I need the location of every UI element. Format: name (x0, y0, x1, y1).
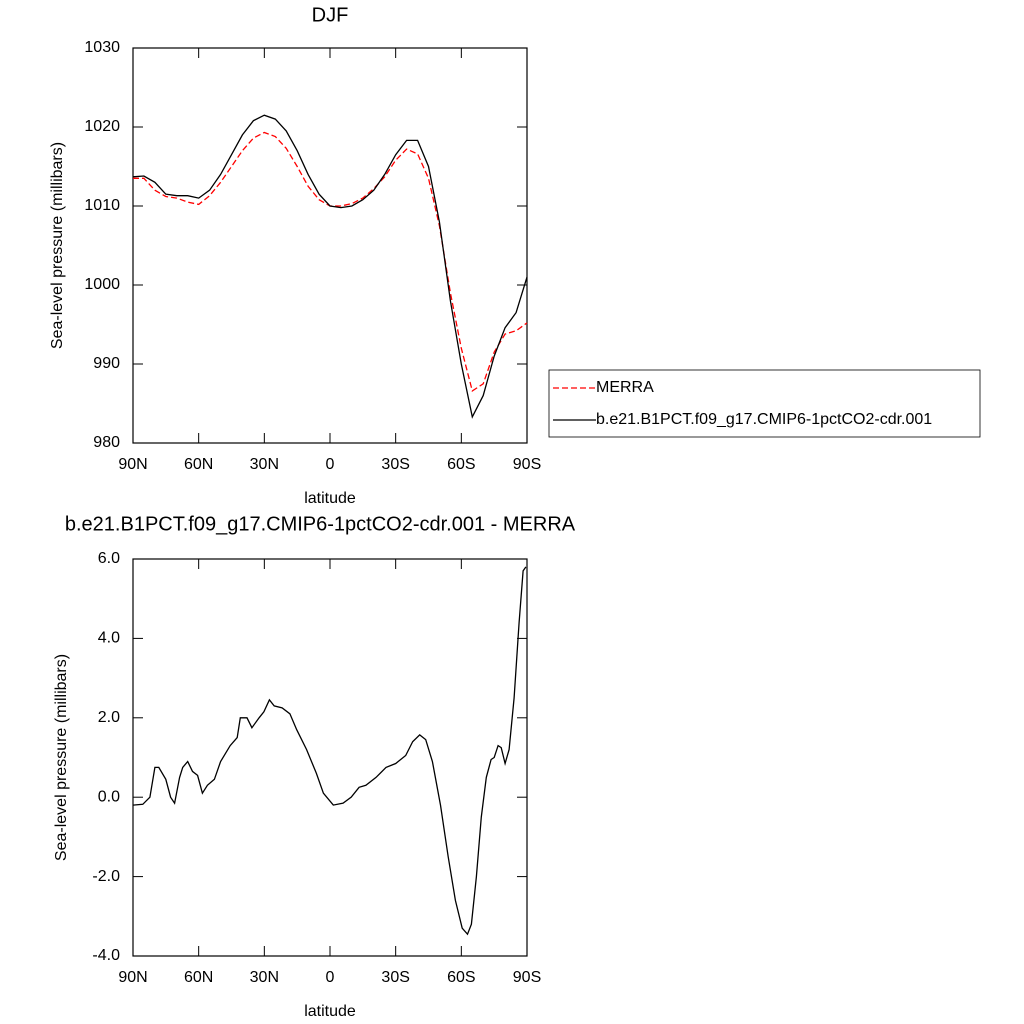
data-line (132, 114, 528, 419)
y-tick-label: 0.0 (98, 788, 120, 805)
chart-title: DJF (312, 4, 349, 26)
x-tick-label: 90S (513, 456, 541, 473)
data-line (132, 566, 527, 936)
x-tick-label: 30N (250, 969, 279, 986)
y-tick-label: 1030 (84, 39, 120, 56)
x-tick-label: 90N (118, 969, 147, 986)
y-axis-label: Sea-level pressure (millibars) (49, 142, 66, 349)
x-tick-label: 60N (184, 969, 213, 986)
x-tick-label: 30S (381, 456, 409, 473)
legend-label: b.e21.B1PCT.f09_g17.CMIP6-1pctCO2-cdr.00… (596, 411, 932, 428)
legend-label: MERRA (596, 379, 654, 396)
x-tick-label: 60N (184, 456, 213, 473)
x-tick-label: 60S (447, 456, 475, 473)
y-tick-label: 2.0 (98, 709, 120, 726)
plot-frame (132, 558, 528, 957)
data-line (133, 131, 528, 392)
x-axis-label: latitude (304, 1003, 356, 1020)
y-tick-label: -4.0 (92, 947, 120, 964)
x-tick-label: 90N (118, 456, 147, 473)
y-tick-label: 1000 (84, 276, 120, 293)
x-axis-label: latitude (304, 490, 356, 507)
y-tick-label: 4.0 (98, 630, 120, 647)
y-axis-label: Sea-level pressure (millibars) (53, 654, 70, 861)
x-tick-label: 30S (381, 969, 409, 986)
y-tick-label: 6.0 (98, 550, 120, 567)
legend-box (548, 369, 981, 438)
y-tick-label: 1020 (84, 118, 120, 135)
y-tick-label: 990 (93, 355, 120, 372)
x-tick-label: 60S (447, 969, 475, 986)
x-tick-label: 90S (513, 969, 541, 986)
y-tick-label: -2.0 (92, 868, 120, 885)
x-tick-label: 0 (326, 969, 335, 986)
y-tick-label: 980 (93, 434, 120, 451)
x-tick-label: 30N (250, 456, 279, 473)
y-tick-label: 1010 (84, 197, 120, 214)
chart-title: b.e21.B1PCT.f09_g17.CMIP6-1pctCO2-cdr.00… (65, 513, 576, 535)
x-tick-label: 0 (326, 456, 335, 473)
plot-frame (132, 47, 528, 444)
